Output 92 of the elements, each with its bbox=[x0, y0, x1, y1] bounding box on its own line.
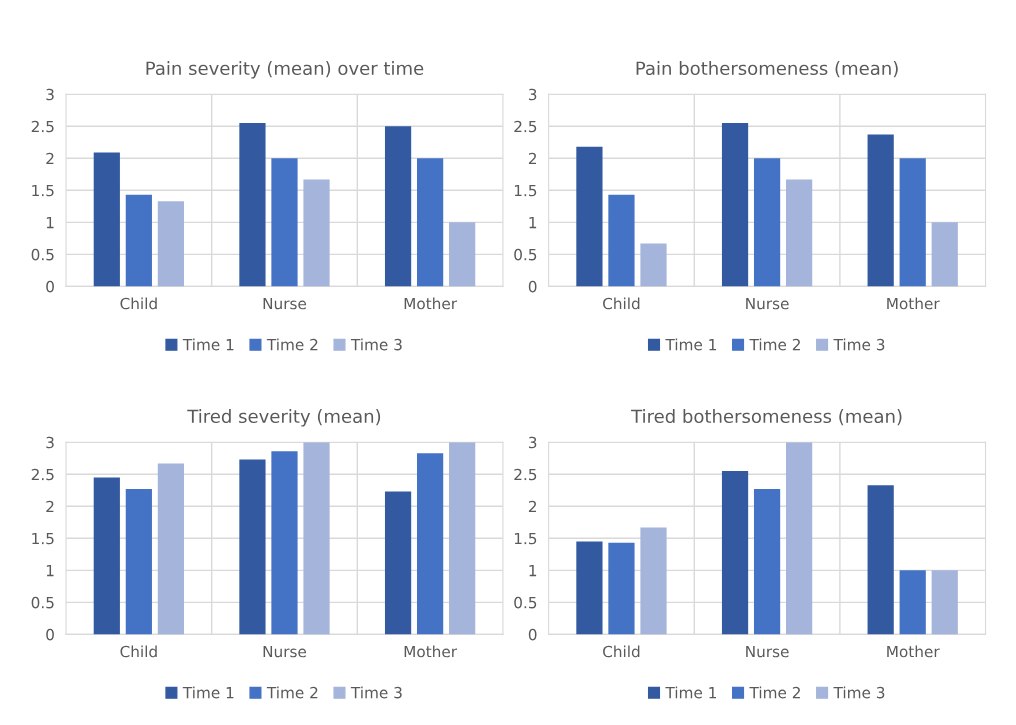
legend-label: Time 1 bbox=[182, 686, 234, 699]
bar bbox=[384, 126, 412, 287]
x-tick-label: Nurse bbox=[263, 645, 307, 658]
chart-title: Tired bothersomeness (mean) bbox=[631, 409, 902, 426]
y-tick-label: 2.5 bbox=[31, 120, 54, 133]
y-tick-label: 1.5 bbox=[32, 532, 54, 545]
legend-label: Time 1 bbox=[182, 338, 234, 351]
x-tick-label: Child bbox=[603, 645, 640, 658]
y-tick-label: 3 bbox=[528, 88, 537, 101]
y-tick-label: 0 bbox=[528, 280, 537, 293]
bar bbox=[608, 542, 635, 635]
bar bbox=[125, 489, 152, 635]
y-tick-label: 2 bbox=[528, 152, 536, 165]
bar bbox=[239, 123, 266, 287]
x-tick-label: Nurse bbox=[746, 645, 789, 658]
y-tick-label: 0.5 bbox=[514, 248, 537, 261]
bar bbox=[271, 158, 298, 287]
bar bbox=[384, 491, 412, 635]
x-tick-label: Mother bbox=[404, 645, 458, 658]
legend-label: Time 3 bbox=[833, 686, 885, 699]
bar bbox=[303, 442, 330, 635]
x-tick-label: Child bbox=[120, 297, 157, 310]
legend-label: Time 2 bbox=[749, 338, 800, 351]
bar bbox=[417, 158, 444, 287]
bar bbox=[303, 179, 330, 287]
bar bbox=[931, 570, 958, 635]
x-tick-label: Mother bbox=[887, 645, 940, 658]
bar bbox=[271, 451, 298, 635]
y-tick-label: 2.5 bbox=[31, 468, 54, 481]
y-tick-label: 0 bbox=[46, 628, 54, 641]
y-tick-label: 2.5 bbox=[514, 468, 537, 481]
y-tick-label: 3 bbox=[46, 436, 54, 449]
y-tick-label: 1 bbox=[46, 565, 54, 577]
legend-label: Time 3 bbox=[350, 686, 402, 699]
bar bbox=[786, 179, 813, 287]
bar bbox=[417, 453, 444, 635]
legend-label: Time 2 bbox=[749, 686, 800, 699]
x-tick-label: Nurse bbox=[263, 297, 307, 310]
bar bbox=[640, 527, 667, 635]
bar bbox=[93, 152, 120, 287]
bar bbox=[449, 222, 476, 287]
bar bbox=[931, 222, 958, 287]
bar bbox=[640, 243, 667, 287]
y-tick-label: 1 bbox=[529, 565, 537, 577]
legend-label: Time 3 bbox=[350, 338, 402, 351]
y-tick-label: 1 bbox=[529, 217, 537, 229]
y-tick-label: 1 bbox=[46, 217, 54, 229]
y-tick-label: 2 bbox=[528, 500, 536, 513]
y-tick-label: 1.5 bbox=[514, 532, 537, 545]
y-tick-label: 0.5 bbox=[31, 596, 54, 609]
x-tick-label: Child bbox=[120, 645, 157, 658]
x-tick-label: Mother bbox=[404, 297, 458, 310]
y-tick-label: 0.5 bbox=[31, 248, 54, 261]
chart-title: Pain severity (mean) over time bbox=[146, 61, 424, 79]
bar bbox=[753, 489, 781, 635]
y-tick-label: 1.5 bbox=[514, 184, 537, 197]
legend-label: Time 1 bbox=[665, 686, 717, 699]
bar bbox=[867, 134, 894, 287]
y-tick-label: 3 bbox=[46, 88, 54, 101]
legend-label: Time 2 bbox=[266, 338, 318, 351]
bar bbox=[721, 123, 749, 287]
bar bbox=[867, 485, 894, 635]
chart-title: Tired severity (mean) bbox=[187, 409, 381, 427]
y-tick-label: 3 bbox=[528, 436, 537, 449]
bar bbox=[899, 158, 926, 287]
bar bbox=[721, 471, 749, 635]
y-tick-label: 2 bbox=[46, 500, 54, 513]
y-tick-label: 2 bbox=[46, 152, 54, 165]
y-tick-label: 1.5 bbox=[32, 184, 54, 197]
y-tick-label: 0 bbox=[46, 280, 54, 293]
bar bbox=[125, 194, 152, 287]
bar bbox=[786, 442, 813, 635]
x-tick-label: Child bbox=[603, 297, 640, 310]
bar bbox=[93, 477, 120, 635]
bar bbox=[157, 201, 184, 287]
legend-label: Time 1 bbox=[665, 338, 717, 351]
x-tick-label: Mother bbox=[887, 297, 940, 310]
legend-label: Time 3 bbox=[833, 338, 885, 351]
bar bbox=[449, 442, 476, 635]
bar bbox=[576, 146, 603, 287]
bar bbox=[239, 459, 266, 635]
chart-title: Pain bothersomeness (mean) bbox=[636, 61, 898, 78]
legend-label: Time 2 bbox=[266, 686, 318, 699]
y-tick-label: 2.5 bbox=[514, 120, 537, 133]
y-tick-label: 0 bbox=[528, 628, 537, 641]
bar bbox=[899, 570, 926, 635]
y-tick-label: 0.5 bbox=[514, 596, 537, 609]
x-tick-label: Nurse bbox=[746, 297, 789, 310]
bar bbox=[157, 463, 184, 635]
bar bbox=[576, 541, 603, 635]
bar bbox=[608, 194, 635, 287]
bar bbox=[753, 158, 781, 287]
